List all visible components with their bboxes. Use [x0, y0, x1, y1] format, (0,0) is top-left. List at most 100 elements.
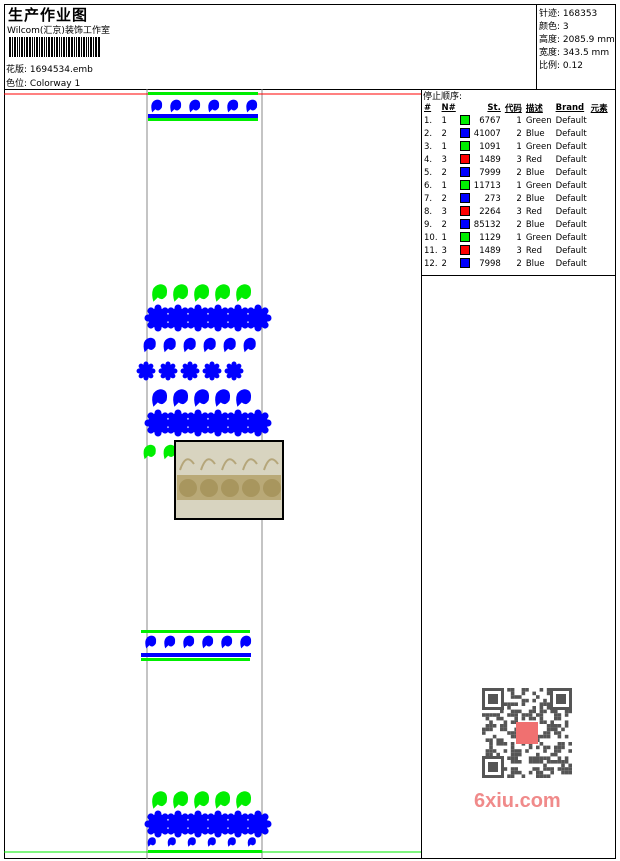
petal: [187, 827, 195, 835]
brand: Default: [555, 180, 587, 191]
qr-module: [546, 756, 551, 760]
qr-module: [514, 716, 518, 721]
leaf-motif: [194, 791, 210, 809]
qr-module: [557, 713, 562, 717]
fabric-flower: [179, 479, 197, 497]
petal: [167, 307, 175, 315]
leaf-motif: [163, 337, 176, 353]
qr-module: [500, 742, 504, 746]
qr-module: [554, 716, 558, 721]
qr-module: [485, 752, 490, 757]
qr-module: [539, 709, 544, 714]
petal: [209, 361, 215, 367]
leaf-motif: [215, 284, 231, 302]
leaf-motif: [163, 444, 176, 460]
petal: [227, 307, 235, 315]
petal: [241, 813, 249, 821]
petal: [187, 307, 195, 315]
qr-module: [525, 688, 529, 692]
petal: [160, 363, 166, 369]
qr-module: [543, 734, 547, 739]
qr-module: [525, 713, 529, 717]
row-index: 7.: [424, 193, 433, 204]
qr-module: [539, 688, 544, 692]
stitch-count: 1129: [479, 232, 501, 243]
brand: Default: [555, 128, 587, 139]
qr-module: [536, 756, 540, 760]
leaf-motif: [143, 444, 156, 460]
petal: [241, 827, 249, 835]
leaf-motif: [247, 837, 256, 847]
green-border: [141, 630, 250, 633]
needle-number: 3: [441, 245, 447, 256]
qr-module: [485, 716, 490, 721]
qr-module: [528, 756, 533, 760]
stitch-count: 1489: [479, 154, 501, 165]
color-swatch-cell: [458, 179, 472, 192]
leaf-motif: [203, 337, 216, 353]
qr-module: [546, 731, 551, 735]
qr-module: [539, 716, 544, 721]
qr-module: [500, 738, 504, 742]
fabric-scroll: [263, 458, 279, 471]
qr-module: [550, 752, 554, 757]
qr-module: [492, 724, 497, 728]
table-row: 11. 3 1489 3 Red Default: [422, 244, 610, 257]
leaf-motif: [221, 635, 233, 649]
petal: [204, 820, 212, 828]
column-header: 元素: [590, 103, 608, 114]
qr-module: [492, 734, 497, 739]
color-swatch-cell: [458, 153, 472, 166]
petal: [201, 307, 209, 315]
qr-module: [543, 731, 547, 735]
qr-module: [561, 767, 565, 771]
column-header: [458, 101, 472, 114]
petal: [154, 810, 162, 818]
petal: [236, 373, 242, 379]
color-swatch-cell: [458, 257, 472, 270]
design-file: 花版: 1694534.emb: [6, 62, 93, 75]
qr-module: [536, 770, 540, 775]
leaf-motif: [236, 389, 252, 407]
color-swatch: [459, 206, 470, 217]
table-row: 9. 2 85132 2 Blue Default: [422, 218, 610, 231]
leaf-motif: [173, 389, 189, 407]
qr-module: [546, 691, 551, 696]
petal: [148, 373, 154, 379]
leaf-motif: [173, 284, 189, 302]
qr-module: [496, 752, 500, 757]
qr-module: [485, 738, 490, 742]
petal: [161, 307, 169, 315]
blue-border: [148, 114, 258, 118]
qr-module: [557, 767, 562, 771]
qr-module: [503, 724, 508, 728]
qr-module: [521, 774, 526, 778]
petal: [187, 412, 195, 420]
qr-module: [550, 727, 554, 732]
row-index: 8.: [424, 206, 433, 217]
qr-module: [510, 734, 515, 739]
qr-module: [564, 734, 569, 739]
qr-module: [528, 709, 533, 714]
qr-module: [489, 713, 493, 717]
qr-module: [525, 749, 529, 753]
petal: [227, 321, 235, 329]
brand: Default: [555, 167, 587, 178]
qr-module: [514, 713, 518, 717]
petal: [207, 412, 215, 420]
petal: [184, 419, 192, 427]
color-description: Red: [525, 206, 542, 217]
leaf-motif: [194, 389, 210, 407]
qr-module: [564, 724, 569, 728]
needle-number: 1: [441, 232, 447, 243]
qr-module: [514, 749, 518, 753]
qr-module: [510, 745, 515, 750]
petal: [174, 304, 182, 312]
qr-module: [510, 770, 515, 775]
petal: [247, 827, 255, 835]
qr-module: [518, 709, 522, 714]
color-swatch-cell: [458, 114, 472, 127]
color-code: 3: [516, 245, 522, 256]
table-row: 7. 2 273 2 Blue Default: [422, 192, 610, 205]
